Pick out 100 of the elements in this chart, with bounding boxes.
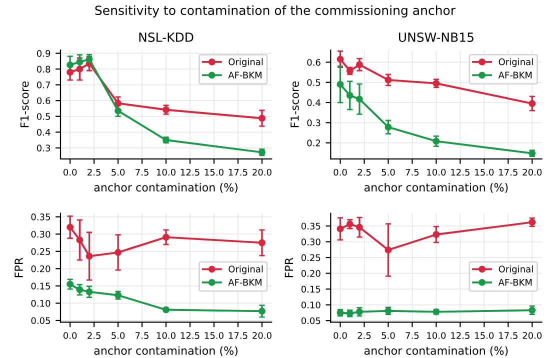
- point: [86, 252, 93, 260]
- x-tick-label: 0.0: [334, 168, 347, 176]
- y-tick-label: 0.10: [31, 300, 50, 307]
- x-tick-label: 20.0: [252, 332, 272, 339]
- y-tick-label: 0.4: [37, 128, 50, 136]
- y-tick-label: 0.7: [37, 82, 50, 88]
- x-tick-label: 5.0: [382, 168, 395, 176]
- point: [66, 61, 74, 68]
- x-tick-label: 12.5: [180, 168, 200, 176]
- x-axis-title: anchor contamination (%): [94, 182, 238, 193]
- x-tick-label: 7.5: [406, 168, 419, 176]
- legend-label: AF-BKM: [498, 279, 532, 286]
- y-tick-label: 0.9: [37, 50, 50, 57]
- point: [76, 236, 84, 244]
- y-axis-title: F1-score: [290, 81, 299, 128]
- point: [86, 288, 93, 296]
- x-tick-label: 7.5: [136, 168, 148, 176]
- y-tick-label: 0.8: [37, 66, 50, 73]
- point: [336, 80, 344, 88]
- y-axis-title: FPR: [14, 258, 23, 278]
- x-tick-label: 15.0: [475, 332, 494, 339]
- x-tick-label: 17.5: [499, 332, 518, 339]
- y-tick-label: 0.3: [37, 144, 50, 152]
- point: [356, 96, 363, 103]
- point: [162, 234, 170, 241]
- x-tick-label: 20.0: [522, 332, 542, 339]
- y-tick-label: 0.35: [301, 222, 320, 230]
- y-tick-label: 0.5: [37, 113, 50, 120]
- x-tick-label: 15.0: [475, 168, 494, 176]
- point: [66, 224, 74, 231]
- y-tick-label: 0.05: [301, 317, 320, 324]
- y-tick-label: 0.15: [31, 282, 50, 290]
- y-tick-label: 0.05: [31, 317, 50, 324]
- y-tick-label: 0.4: [307, 99, 320, 106]
- y-tick-label: 0.10: [301, 302, 320, 308]
- y-tick-label: 0.3: [307, 119, 320, 126]
- x-tick-label: 2.5: [88, 168, 100, 176]
- point: [336, 225, 344, 232]
- x-tick-label: 5.0: [112, 332, 125, 339]
- point: [356, 224, 363, 231]
- legend-label: AF-BKM: [498, 72, 532, 78]
- point: [384, 76, 392, 84]
- x-tick-label: 5.0: [382, 332, 395, 339]
- y-tick-label: 0.20: [31, 265, 50, 272]
- point: [346, 92, 354, 99]
- point: [432, 231, 440, 238]
- x-tick-label: 10.0: [427, 332, 446, 339]
- legend-label: Original: [228, 265, 263, 274]
- x-tick-label: 5.0: [112, 168, 125, 176]
- x-axis-title: anchor contamination (%): [364, 346, 508, 356]
- x-tick-label: 0.0: [64, 332, 77, 339]
- legend-label: Original: [228, 58, 263, 67]
- y-tick-label: 0.5: [307, 79, 320, 86]
- point: [336, 56, 344, 63]
- x-tick-label: 17.5: [499, 168, 518, 176]
- point: [258, 308, 266, 315]
- y-tick-label: 0.15: [301, 286, 320, 293]
- x-tick-label: 2.5: [358, 332, 371, 339]
- x-tick-label: 10.0: [156, 332, 176, 339]
- point: [258, 114, 266, 122]
- y-tick-label: 0.2: [307, 140, 320, 146]
- x-tick-label: 12.5: [451, 332, 470, 339]
- point: [346, 220, 354, 228]
- x-tick-label: 7.5: [136, 332, 148, 339]
- x-tick-label: 2.5: [88, 332, 100, 339]
- x-tick-label: 10.0: [156, 168, 176, 176]
- legend-label: AF-BKM: [228, 72, 262, 78]
- y-tick-label: 0.30: [31, 230, 50, 238]
- y-tick-label: 0.20: [301, 270, 320, 277]
- x-tick-label: 15.0: [204, 332, 224, 339]
- point: [528, 100, 536, 107]
- point: [76, 66, 84, 73]
- legend-label: Original: [498, 58, 533, 67]
- x-axis-title: anchor contamination (%): [94, 346, 238, 356]
- y-tick-label: 0.35: [31, 214, 50, 220]
- x-tick-label: 7.5: [406, 332, 419, 339]
- y-tick-label: 0.6: [37, 97, 50, 104]
- point: [76, 286, 84, 294]
- x-tick-label: 20.0: [252, 168, 272, 176]
- x-tick-label: 17.5: [228, 332, 248, 339]
- chart-title: UNSW-NB15: [398, 32, 474, 42]
- point: [356, 61, 363, 68]
- legend-label: AF-BKM: [228, 279, 262, 286]
- point: [114, 248, 122, 256]
- text: Sensitivity to contamination of the commissioning anchor: [95, 5, 456, 18]
- y-tick-label: 0.25: [31, 248, 50, 255]
- point: [162, 106, 170, 114]
- x-axis-title: anchor contamination (%): [364, 182, 508, 193]
- x-tick-label: 15.0: [204, 168, 224, 176]
- y-axis-title: FPR: [284, 258, 293, 278]
- y-tick-label: 0.30: [301, 238, 320, 246]
- y-axis-title: F1-score: [20, 81, 29, 128]
- legend-label: Original: [498, 265, 533, 274]
- x-tick-label: 12.5: [180, 332, 200, 339]
- point: [258, 239, 266, 246]
- x-tick-label: 12.5: [451, 168, 470, 176]
- x-tick-label: 0.0: [334, 332, 347, 339]
- x-tick-label: 17.5: [228, 168, 248, 176]
- y-tick-label: 0.25: [301, 254, 320, 262]
- x-tick-label: 2.5: [358, 168, 371, 176]
